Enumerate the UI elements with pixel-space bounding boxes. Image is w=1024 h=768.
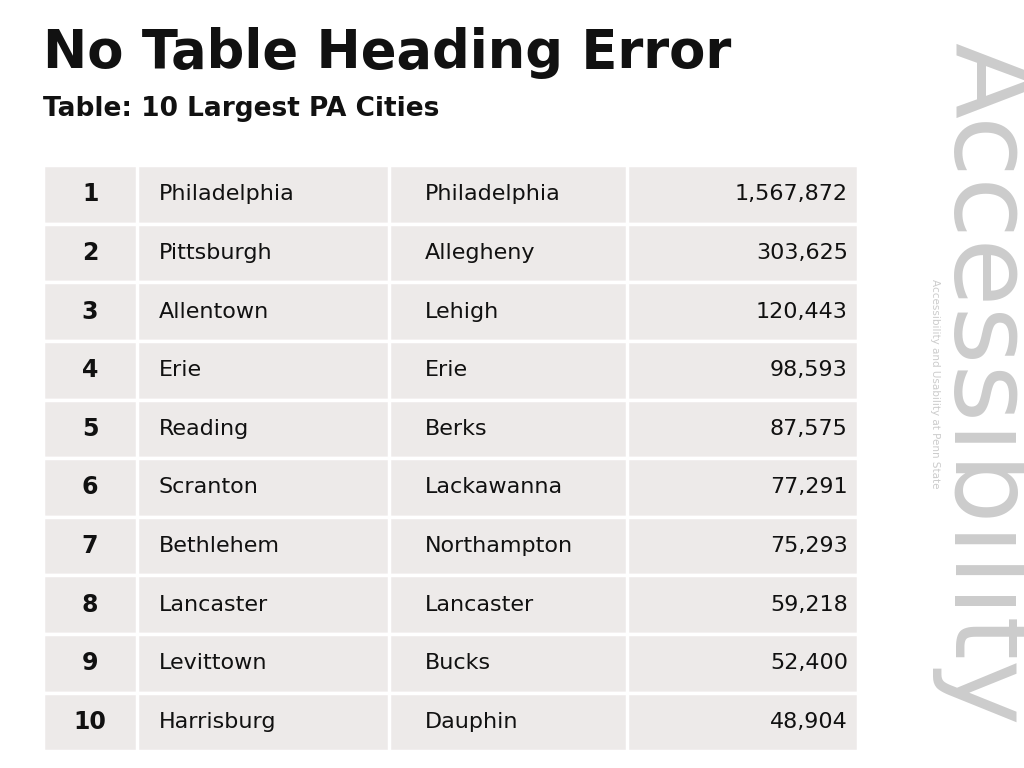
Text: 120,443: 120,443 — [756, 302, 848, 322]
Text: Lancaster: Lancaster — [425, 594, 535, 614]
Text: Erie: Erie — [159, 360, 202, 380]
FancyBboxPatch shape — [43, 341, 858, 399]
Text: Philadelphia: Philadelphia — [159, 184, 295, 204]
Text: Lehigh: Lehigh — [425, 302, 500, 322]
Text: Bucks: Bucks — [425, 654, 492, 674]
Text: 8: 8 — [82, 593, 98, 617]
FancyBboxPatch shape — [43, 517, 858, 575]
Text: 87,575: 87,575 — [770, 419, 848, 439]
Text: 4: 4 — [82, 358, 98, 382]
FancyBboxPatch shape — [43, 458, 858, 517]
Text: 98,593: 98,593 — [770, 360, 848, 380]
Text: Harrisburg: Harrisburg — [159, 712, 276, 732]
Text: Accessibility and Usability at Penn State: Accessibility and Usability at Penn Stat… — [930, 280, 940, 488]
Text: Reading: Reading — [159, 419, 249, 439]
Text: 6: 6 — [82, 475, 98, 499]
Text: Scranton: Scranton — [159, 478, 259, 498]
Text: No Table Heading Error: No Table Heading Error — [43, 27, 731, 79]
FancyBboxPatch shape — [43, 283, 858, 341]
FancyBboxPatch shape — [43, 223, 858, 283]
FancyBboxPatch shape — [43, 165, 858, 223]
Text: Accessibility: Accessibility — [932, 42, 1024, 726]
FancyBboxPatch shape — [43, 399, 858, 458]
Text: Allentown: Allentown — [159, 302, 269, 322]
Text: Erie: Erie — [425, 360, 468, 380]
Text: 1: 1 — [82, 183, 98, 207]
Text: 48,904: 48,904 — [770, 712, 848, 732]
Text: 2: 2 — [82, 241, 98, 265]
Text: 75,293: 75,293 — [770, 536, 848, 556]
FancyBboxPatch shape — [43, 634, 858, 693]
Text: 7: 7 — [82, 534, 98, 558]
Text: Lackawanna: Lackawanna — [425, 478, 563, 498]
Text: Pittsburgh: Pittsburgh — [159, 243, 272, 263]
Text: Philadelphia: Philadelphia — [425, 184, 561, 204]
Text: Northampton: Northampton — [425, 536, 573, 556]
FancyBboxPatch shape — [43, 575, 858, 634]
Text: Table: 10 Largest PA Cities: Table: 10 Largest PA Cities — [43, 96, 439, 122]
Text: 52,400: 52,400 — [770, 654, 848, 674]
Text: Allegheny: Allegheny — [425, 243, 536, 263]
Text: 9: 9 — [82, 651, 98, 675]
Text: 1,567,872: 1,567,872 — [735, 184, 848, 204]
Text: Lancaster: Lancaster — [159, 594, 268, 614]
Text: 3: 3 — [82, 300, 98, 323]
Text: 303,625: 303,625 — [756, 243, 848, 263]
Text: Levittown: Levittown — [159, 654, 267, 674]
Text: 77,291: 77,291 — [770, 478, 848, 498]
FancyBboxPatch shape — [43, 693, 858, 751]
Text: Berks: Berks — [425, 419, 487, 439]
Text: 59,218: 59,218 — [770, 594, 848, 614]
Text: Bethlehem: Bethlehem — [159, 536, 280, 556]
Text: 5: 5 — [82, 417, 98, 441]
Text: 10: 10 — [74, 710, 106, 733]
Text: Dauphin: Dauphin — [425, 712, 518, 732]
